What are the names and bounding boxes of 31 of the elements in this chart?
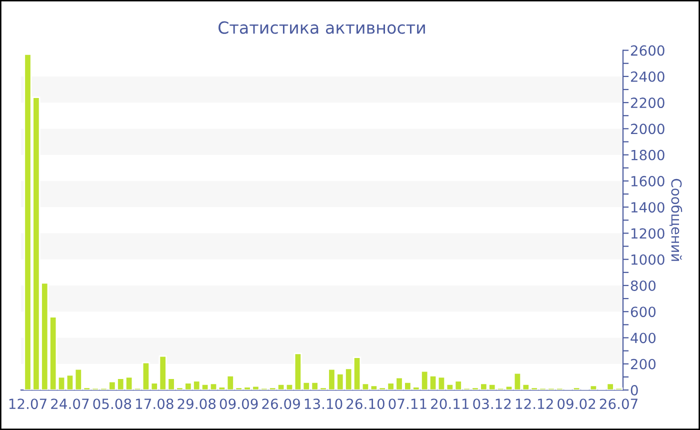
y-tick-label: 200: [630, 358, 656, 370]
x-tick-label: 26.10: [346, 398, 384, 410]
x-tick-label: 20.11: [431, 398, 469, 410]
chart-title: Статистика активности: [218, 21, 425, 34]
x-tick-label: 29.08: [178, 398, 216, 410]
y-tick-label: 2000: [630, 124, 664, 134]
x-tick-label: 09.09: [220, 398, 258, 410]
y-tick-label: 800: [630, 280, 656, 291]
y-tick-label: 1600: [631, 176, 664, 186]
y-tick-label: 1800: [631, 150, 664, 160]
x-tick-label: 03.12: [473, 398, 511, 410]
x-tick-label: 12.12: [516, 398, 553, 409]
x-tick-label: 24.07: [51, 398, 89, 410]
y-tick-label: 0: [630, 384, 638, 396]
y-tick-label: 1200: [631, 228, 664, 239]
y-axis-title: Сообщений: [669, 178, 682, 261]
x-tick-label: 13.10: [304, 398, 342, 410]
y-tick-label: 1400: [631, 202, 664, 213]
y-tick-label: 1000: [631, 254, 664, 265]
x-tick-label: 26.09: [262, 398, 300, 410]
x-tick-label: 12.07: [9, 398, 46, 410]
y-tick-label: 2600: [630, 45, 664, 56]
x-tick-label: 09.02: [558, 398, 596, 410]
x-tick-label: 26.07: [600, 398, 638, 410]
x-tick-label: 07.11: [388, 398, 426, 410]
y-tick-label: 400: [630, 332, 656, 344]
y-tick-label: 2400: [630, 71, 664, 82]
x-tick-label: 17.08: [136, 398, 174, 410]
y-tick-label: 600: [630, 306, 656, 318]
x-tick-label: 05.08: [93, 398, 132, 410]
y-tick-label: 2200: [630, 98, 664, 108]
